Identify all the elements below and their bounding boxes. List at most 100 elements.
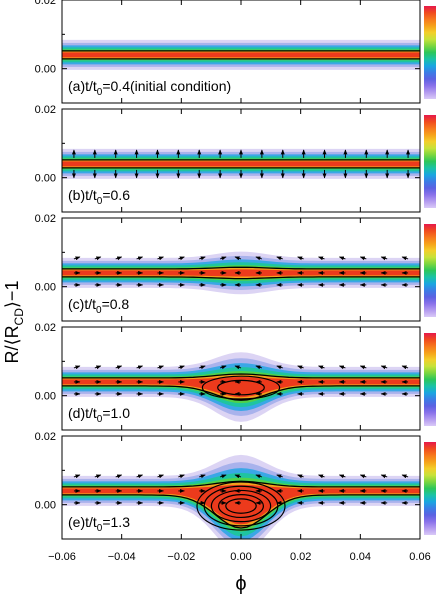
- velocity-arrow: [380, 474, 388, 479]
- velocity-arrow: [73, 256, 81, 261]
- velocity-arrow: [318, 365, 325, 370]
- panel-b: 0.02 0.00 (b)t/t0=0.6: [35, 104, 436, 213]
- velocity-arrow: [115, 474, 123, 479]
- contour-line: [62, 276, 420, 280]
- velocity-arrow: [234, 256, 242, 261]
- y-tick-label: 0.02: [35, 322, 56, 334]
- panel-b-field: [62, 148, 420, 179]
- velocity-arrow: [136, 365, 144, 370]
- panel-a-field: [62, 39, 420, 70]
- velocity-arrow: [276, 256, 283, 261]
- panel-label: (b)t/t0=0.6: [68, 187, 130, 207]
- y-tick-label: 0.02: [35, 431, 56, 443]
- y-tick-label: 0.00: [35, 500, 56, 512]
- x-tick-label: −0.04: [108, 551, 136, 563]
- contour-ring: [203, 485, 279, 527]
- y-tick-label: 0.02: [35, 0, 56, 7]
- velocity-arrow: [338, 365, 346, 370]
- velocity-arrow: [234, 365, 242, 370]
- contour-line: [62, 266, 420, 270]
- panel-d: 0.02 0.00 (d)t/t0=1.0: [35, 322, 436, 431]
- contour-ring: [218, 494, 265, 519]
- velocity-arrow: [178, 365, 185, 370]
- x-tick-label: 0.00: [230, 551, 251, 563]
- velocity-arrow: [199, 256, 206, 261]
- velocity-arrow: [255, 365, 263, 370]
- velocity-arrow: [276, 365, 283, 370]
- red-core: [62, 52, 420, 58]
- y-tick-label: 0.00: [35, 173, 56, 185]
- y-tick-label: 0.00: [35, 391, 56, 403]
- velocity-arrow: [178, 474, 185, 479]
- contour-ring: [225, 498, 257, 514]
- panel-e: 0.02 0.00 (e)t/t0=1.3: [35, 431, 436, 540]
- velocity-arrow: [157, 474, 164, 479]
- colorbar: [424, 442, 436, 535]
- panel-a: 0.02 0.00 (a)t/t0=0.4(initial condition): [35, 0, 436, 104]
- y-axis-label: R/⟨RCD⟩−1: [2, 281, 26, 364]
- velocity-arrow: [318, 474, 325, 479]
- colorbar: [424, 224, 436, 317]
- red-core: [62, 161, 420, 167]
- colorbar: [424, 6, 436, 99]
- velocity-arrow: [178, 256, 185, 261]
- panel-label: (a)t/t0=0.4(initial condition): [68, 78, 231, 98]
- velocity-arrow: [401, 365, 409, 370]
- velocity-arrow: [199, 365, 206, 370]
- panel-c: 0.02 0.00 (c)t/t0=0.8: [35, 213, 436, 322]
- velocity-arrow: [73, 365, 81, 370]
- velocity-arrow: [219, 256, 227, 261]
- velocity-arrow: [359, 365, 367, 370]
- y-tick-label: 0.02: [35, 213, 56, 225]
- contour-line: [62, 494, 420, 529]
- colorbar: [424, 115, 436, 208]
- panel-label: (c)t/t0=0.8: [68, 296, 129, 316]
- velocity-arrow: [234, 474, 242, 479]
- x-tick-label: 0.04: [350, 551, 371, 563]
- contour-ring: [201, 375, 281, 400]
- panel-e-field: [62, 454, 420, 539]
- contour-line: [62, 385, 420, 401]
- panel-d-field: [62, 352, 420, 422]
- velocity-arrow: [297, 474, 304, 479]
- velocity-arrow: [94, 474, 102, 479]
- contour-ring: [217, 379, 265, 396]
- velocity-arrow: [157, 365, 164, 370]
- velocity-arrow: [276, 474, 283, 479]
- red-core: [62, 484, 420, 525]
- x-tick-label: 0.06: [409, 551, 430, 563]
- velocity-arrow: [219, 365, 227, 370]
- velocity-arrow: [115, 256, 123, 261]
- velocity-arrow: [199, 474, 206, 479]
- contour-ring: [196, 481, 286, 531]
- velocity-arrow: [401, 256, 409, 261]
- x-tick-label: −0.02: [167, 551, 195, 563]
- contour-line: [62, 480, 420, 488]
- x-axis-label: ϕ: [235, 573, 246, 595]
- velocity-arrow: [219, 474, 227, 479]
- colorbar: [424, 333, 436, 426]
- panel-label: (d)t/t0=1.0: [68, 405, 130, 425]
- velocity-arrow: [338, 256, 346, 261]
- velocity-arrow: [380, 365, 388, 370]
- panel-label: (e)t/t0=1.3: [68, 514, 130, 534]
- y-tick-label: 0.00: [35, 64, 56, 76]
- velocity-arrow: [136, 256, 144, 261]
- velocity-arrow: [94, 365, 102, 370]
- velocity-arrow: [359, 256, 367, 261]
- contour-line: [62, 373, 420, 379]
- velocity-arrow: [136, 474, 144, 479]
- velocity-arrow: [255, 474, 263, 479]
- red-core: [62, 377, 420, 398]
- velocity-arrow: [297, 365, 304, 370]
- velocity-arrow: [338, 474, 346, 479]
- velocity-arrow: [297, 256, 304, 261]
- panel-c-field: [62, 251, 420, 295]
- velocity-arrow: [157, 256, 164, 261]
- x-tick-label: 0.02: [290, 551, 311, 563]
- velocity-arrow: [94, 256, 102, 261]
- x-tick-label: −0.06: [48, 551, 76, 563]
- velocity-arrow: [255, 256, 263, 261]
- velocity-arrow: [318, 256, 325, 261]
